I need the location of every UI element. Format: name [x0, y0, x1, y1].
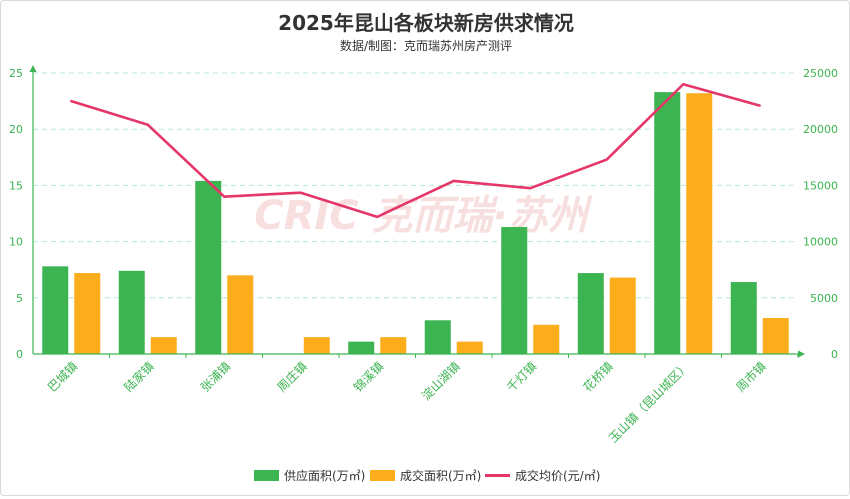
watermark: CRIC 克而瑞·苏州: [254, 193, 593, 239]
supply-bar: [501, 226, 528, 354]
legend: 供应面积(万㎡) 成交面积(万㎡) 成交均价(元/㎡): [254, 468, 600, 483]
x-category-label: 玉山镇（昆山城区）: [606, 359, 692, 445]
legend-price-label: 成交均价(元/㎡): [515, 468, 600, 483]
supply-bar: [42, 266, 69, 354]
y-right-tick-label: 20000: [803, 123, 838, 136]
legend-supply-label: 供应面积(万㎡): [284, 468, 365, 483]
axes: [29, 65, 805, 358]
tick-labels: 0 5 10 15 20 25 0 5000 10000 15000 20000 25000: [9, 67, 838, 361]
price-point: [529, 187, 532, 190]
legend-supply-swatch: [254, 470, 279, 481]
deal-bar: [686, 93, 713, 355]
deal-bar: [762, 318, 789, 354]
chart-subtitle: 数据/制图：克而瑞苏州房产测评: [340, 38, 512, 53]
supply-bar: [195, 180, 222, 354]
y-left-tick-label: 25: [9, 67, 23, 80]
x-category-label: 巴城镇: [45, 359, 80, 394]
price-line: [70, 82, 761, 219]
y-axis-arrow: [29, 65, 37, 72]
y-left-tick-label: 5: [16, 292, 23, 305]
supply-bar: [424, 320, 451, 354]
deal-bar: [533, 324, 560, 354]
supply-bar: [118, 270, 145, 354]
chart-title: 2025年昆山各板块新房供求情况: [278, 11, 574, 35]
y-left-tick-label: 0: [16, 348, 23, 361]
legend-price: 成交均价(元/㎡): [485, 468, 600, 483]
y-right-tick-label: 10000: [803, 236, 838, 249]
supply-bar: [348, 341, 375, 354]
x-category-label: 淀山湖镇: [418, 359, 463, 404]
deal-bar: [150, 337, 177, 354]
price-point: [70, 99, 73, 103]
x-category-label: 花桥镇: [580, 359, 616, 395]
deal-bar: [303, 337, 330, 354]
deal-bar: [609, 277, 636, 354]
x-axis-arrow: [798, 350, 805, 358]
legend-deal: 成交面积(万㎡): [370, 468, 481, 483]
x-category-label: 千灯镇: [504, 359, 539, 394]
deal-bar: [456, 341, 483, 354]
deal-bar: [380, 337, 407, 354]
deal-bar: [74, 273, 101, 354]
grid-lines: [33, 72, 798, 299]
y-left-tick-label: 15: [9, 179, 23, 192]
supply-bar: [654, 92, 681, 354]
y-right-tick-label: 5000: [810, 292, 838, 305]
price-point: [605, 158, 608, 161]
legend-supply: 供应面积(万㎡): [254, 468, 365, 483]
x-category-label: 周庄镇: [274, 359, 310, 395]
bars: [42, 92, 789, 355]
price-line-path: [70, 82, 761, 219]
price-point: [376, 215, 379, 219]
price-point: [146, 123, 149, 126]
deal-bar: [227, 275, 254, 354]
y-left-tick-label: 10: [9, 236, 23, 249]
price-point: [452, 179, 455, 183]
price-point: [682, 83, 685, 86]
y-right-tick-label: 15000: [803, 179, 838, 192]
supply-bar: [577, 273, 604, 354]
x-category-label: 陆家镇: [121, 359, 157, 395]
y-right-tick-label: 0: [831, 348, 838, 361]
price-point: [299, 191, 302, 194]
y-right-tick-label: 25000: [803, 67, 838, 80]
x-category-label: 张浦镇: [198, 359, 233, 394]
y-left-tick-label: 20: [9, 123, 23, 136]
supply-bar: [730, 282, 757, 354]
price-point: [223, 195, 226, 198]
legend-deal-label: 成交面积(万㎡): [400, 468, 481, 483]
price-point: [758, 104, 761, 107]
x-category-label: 周市镇: [733, 359, 769, 395]
legend-deal-swatch: [370, 470, 395, 481]
x-category-label: 锦溪镇: [351, 359, 386, 394]
